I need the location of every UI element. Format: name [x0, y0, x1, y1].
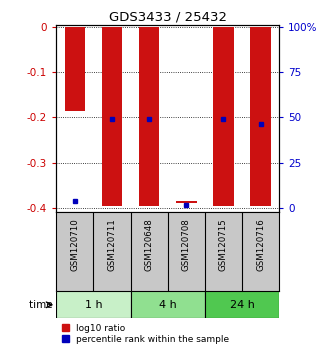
Bar: [213, 27, 234, 206]
Text: GSM120711: GSM120711: [108, 219, 117, 272]
Bar: [65, 27, 85, 111]
Text: 4 h: 4 h: [159, 300, 177, 310]
Title: GDS3433 / 25432: GDS3433 / 25432: [109, 11, 227, 24]
Bar: [205, 291, 279, 318]
Bar: [102, 27, 122, 206]
Text: GSM120716: GSM120716: [256, 219, 265, 272]
Bar: [139, 27, 159, 206]
Bar: [56, 291, 131, 318]
Text: GSM120648: GSM120648: [145, 219, 154, 272]
Text: GSM120715: GSM120715: [219, 219, 228, 272]
Text: time: time: [29, 300, 56, 310]
Text: 1 h: 1 h: [84, 300, 102, 310]
Bar: [176, 201, 196, 203]
Text: GSM120710: GSM120710: [70, 219, 79, 272]
Bar: [250, 27, 271, 206]
Legend: log10 ratio, percentile rank within the sample: log10 ratio, percentile rank within the …: [61, 323, 230, 345]
Text: GSM120708: GSM120708: [182, 219, 191, 272]
Text: 24 h: 24 h: [230, 300, 255, 310]
Bar: [131, 291, 205, 318]
